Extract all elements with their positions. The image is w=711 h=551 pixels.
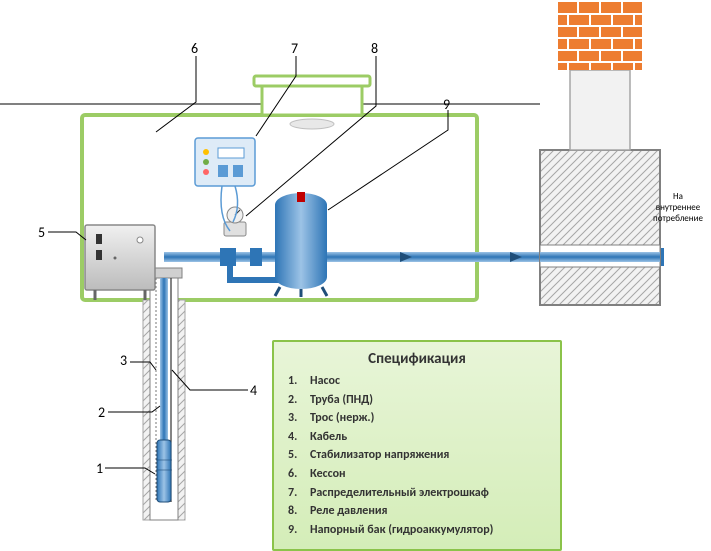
wall-column <box>570 70 630 150</box>
stabilizer-cabinet <box>85 225 155 300</box>
spec-title: Спецификация <box>288 350 546 368</box>
callout-6: 6 <box>191 40 198 57</box>
pump <box>157 440 171 502</box>
diagram-canvas: 1 2 3 4 5 6 7 8 9 На внутреннее потребле… <box>0 0 711 546</box>
kesson-lid <box>254 76 370 86</box>
pressure-tank <box>275 192 327 297</box>
spec-list: 1.Насос2.Труба (ПНД)3.Трос (нерж.)4.Кабе… <box>288 372 546 539</box>
callout-9: 9 <box>443 96 450 113</box>
side-label: На внутреннее потребление <box>648 192 708 224</box>
spec-item: 2.Труба (ПНД) <box>288 391 546 410</box>
spec-item: 5.Стабилизатор напряжения <box>288 446 546 465</box>
callout-1: 1 <box>96 460 103 477</box>
spec-item: 8.Реле давления <box>288 502 546 521</box>
callout-5: 5 <box>38 224 45 241</box>
callout-8: 8 <box>371 40 378 57</box>
callout-7: 7 <box>291 40 298 57</box>
spec-item: 3.Трос (нерж.) <box>288 409 546 428</box>
spec-item: 9.Напорный бак (гидроаккумулятор) <box>288 521 546 540</box>
foundation <box>540 150 660 305</box>
pipe-fitting-2 <box>250 248 262 266</box>
side-label-2: внутреннее <box>648 203 708 214</box>
spec-item: 1.Насос <box>288 372 546 391</box>
spec-item: 6.Кессон <box>288 465 546 484</box>
hatch-inner <box>290 119 334 129</box>
callout-2: 2 <box>98 404 105 421</box>
brick-chimney <box>558 2 642 70</box>
callout-3: 3 <box>120 352 127 369</box>
pipe-fitting-1 <box>220 248 236 266</box>
spec-item: 7.Распределительный электрошкаф <box>288 484 546 503</box>
spec-item: 4.Кабель <box>288 428 546 447</box>
callout-4: 4 <box>250 382 257 399</box>
side-label-3: потребление <box>648 214 708 225</box>
specification-box: Спецификация 1.Насос2.Труба (ПНД)3.Трос … <box>272 340 562 551</box>
